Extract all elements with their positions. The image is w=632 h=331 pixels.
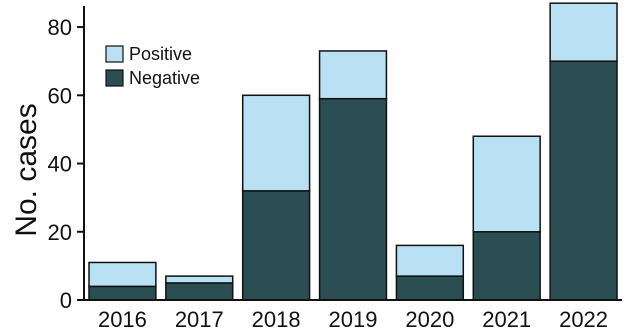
x-tick-label: 2018 (252, 307, 301, 331)
bars-group (88, 2, 618, 301)
bar-positive-2018 (241, 94, 311, 192)
axes-group: 2016 2017 2018 2019 2020 2021 2022 0 20 40 60 80 (48, 6, 622, 331)
legend-label-negative: Negative (129, 68, 200, 88)
bar-negative-2019 (318, 97, 388, 301)
bar-negative-2021 (472, 231, 541, 301)
bar-negative-2022 (549, 60, 618, 301)
bar-negative-2017 (165, 282, 234, 301)
x-tick-label: 2019 (329, 307, 378, 331)
bar-positive-2016 (88, 261, 157, 288)
bar-negative-2016 (88, 285, 157, 301)
x-tick-label: 2016 (98, 307, 147, 331)
bar-positive-2020 (395, 244, 465, 277)
y-axis-title: No. cases (10, 103, 43, 236)
x-tick-label: 2020 (405, 307, 454, 331)
y-tick-label: 40 (48, 152, 72, 177)
bar-positive-2022 (549, 2, 618, 62)
x-tick-label: 2022 (559, 307, 608, 331)
legend: Positive Negative (105, 44, 200, 88)
bar-positive-2019 (318, 50, 388, 100)
legend-swatch-positive (105, 45, 124, 63)
x-tick-label: 2021 (482, 307, 531, 331)
x-tick-label: 2017 (175, 307, 224, 331)
legend-swatch-negative (105, 69, 124, 87)
y-tick-label: 60 (48, 83, 72, 108)
bar-positive-2021 (472, 135, 541, 233)
bar-positive-2017 (165, 275, 234, 284)
bar-negative-2020 (395, 275, 465, 301)
y-tick-label: 20 (48, 220, 72, 245)
legend-label-positive: Positive (129, 44, 192, 64)
y-tick-label: 80 (48, 15, 72, 40)
y-tick-label: 0 (60, 288, 72, 313)
bar-negative-2018 (241, 190, 311, 301)
